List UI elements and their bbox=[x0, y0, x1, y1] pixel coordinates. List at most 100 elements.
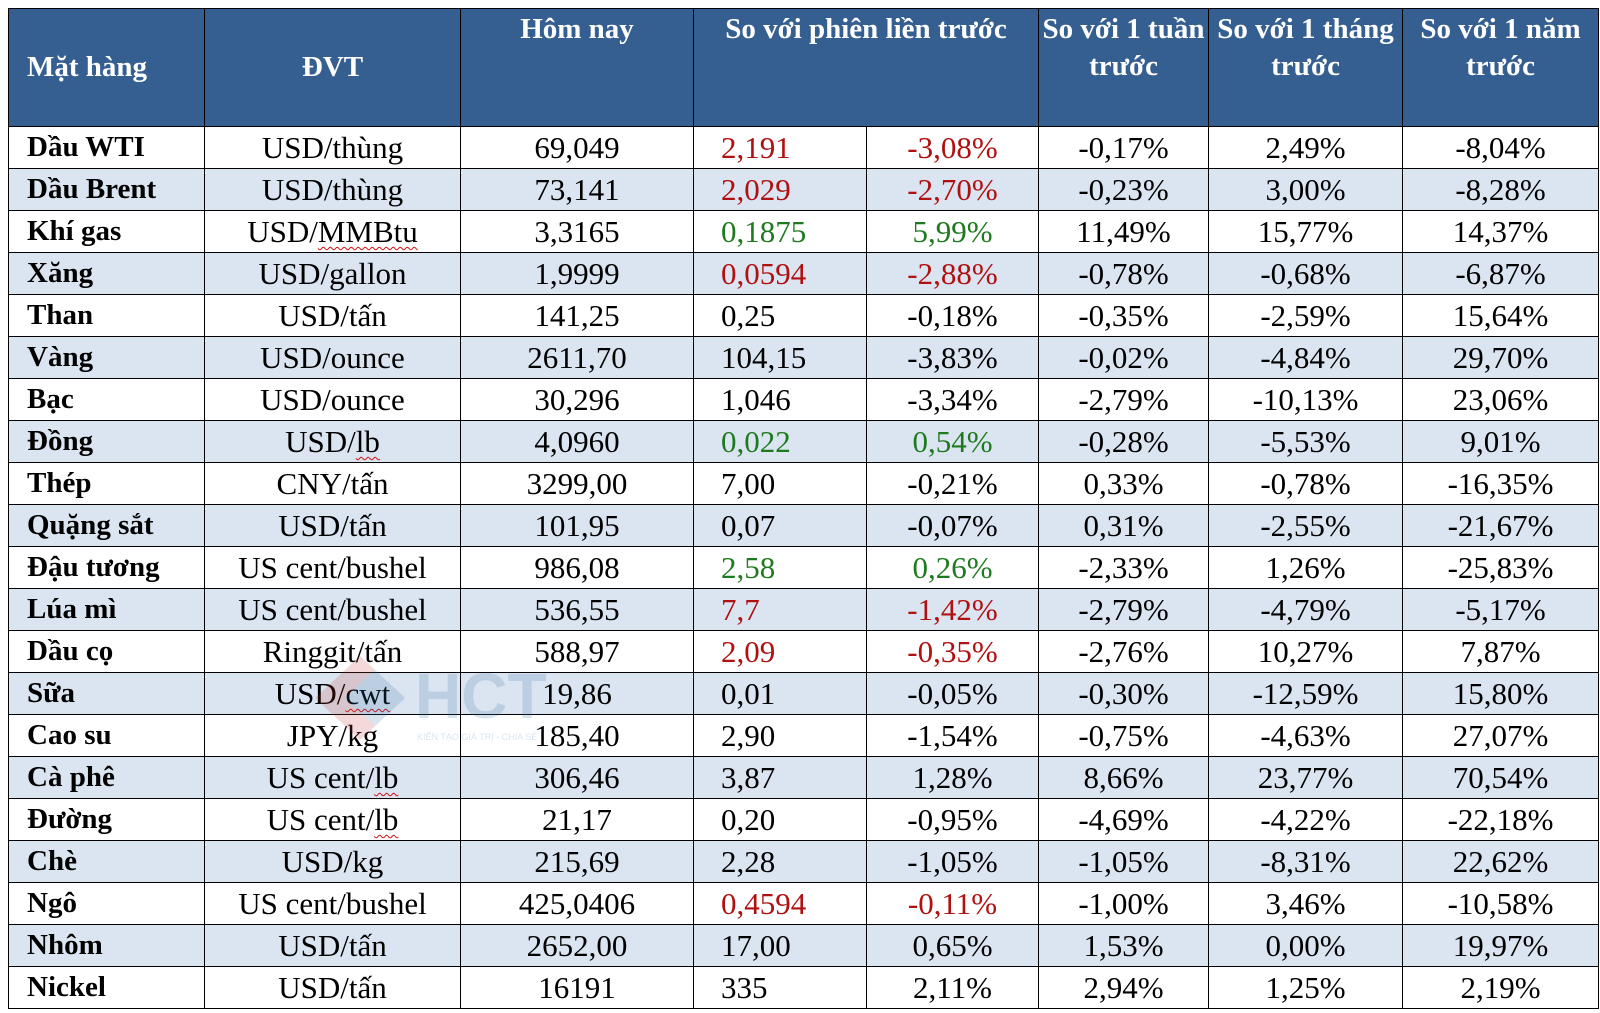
table-row: Cà phê US cent/lb 306,46 3,87 1,28% 8,66% 23,7… bbox=[8, 756, 1600, 799]
unit-cell: US cent/lb bbox=[204, 798, 461, 841]
week-change-cell: 2,94% bbox=[1038, 966, 1210, 1009]
change-value-cell: 0,25 bbox=[693, 294, 867, 337]
unit-cell: CNY/tấn bbox=[204, 462, 461, 505]
table-row: Bạc USD/ounce 30,296 1,046 -3,34% -2,79% -10,1… bbox=[8, 378, 1600, 421]
change-percent-cell: -0,95% bbox=[865, 798, 1040, 841]
table-row: Lúa mì US cent/bushel 536,55 7,7 -1,42% -2,79… bbox=[8, 588, 1600, 631]
year-change-cell: 9,01% bbox=[1402, 420, 1600, 463]
week-change-cell: -0,78% bbox=[1038, 252, 1210, 295]
table-row: Dầu cọ Ringgit/tấn 588,97 2,09 -0,35% -2,76% 1… bbox=[8, 630, 1600, 673]
week-change-cell: -1,05% bbox=[1038, 840, 1210, 883]
today-price-cell: 185,40 bbox=[460, 714, 694, 757]
unit-cell: USD/thùng bbox=[204, 126, 461, 169]
month-change-cell: -4,79% bbox=[1208, 588, 1404, 631]
change-percent-cell: -0,07% bbox=[865, 504, 1040, 547]
week-change-cell: -0,28% bbox=[1038, 420, 1210, 463]
table-row: Cao su JPY/kg 185,40 2,90 -1,54% -0,75% -4,63%… bbox=[8, 714, 1600, 757]
table-row: Thép CNY/tấn 3299,00 7,00 -0,21% 0,33% -0,78% -… bbox=[8, 462, 1600, 505]
commodity-name-cell: Đậu tương bbox=[8, 546, 205, 589]
year-change-cell: 15,64% bbox=[1402, 294, 1600, 337]
commodity-name-cell: Bạc bbox=[8, 378, 205, 421]
today-price-cell: 536,55 bbox=[460, 588, 694, 631]
week-change-cell: -1,00% bbox=[1038, 882, 1210, 925]
month-change-cell: -4,63% bbox=[1208, 714, 1404, 757]
table-row: Nhôm USD/tấn 2652,00 17,00 0,65% 1,53% 0,00% 19… bbox=[8, 924, 1600, 967]
unit-cell: USD/tấn bbox=[204, 966, 461, 1009]
year-change-cell: -22,18% bbox=[1402, 798, 1600, 841]
change-percent-cell: 2,11% bbox=[865, 966, 1040, 1009]
year-change-cell: 23,06% bbox=[1402, 378, 1600, 421]
month-change-cell: -8,31% bbox=[1208, 840, 1404, 883]
week-change-cell: 0,31% bbox=[1038, 504, 1210, 547]
unit-cell: USD/thùng bbox=[204, 168, 461, 211]
today-price-cell: 588,97 bbox=[460, 630, 694, 673]
change-percent-cell: -3,08% bbox=[865, 126, 1040, 169]
change-percent-cell: -2,88% bbox=[865, 252, 1040, 295]
year-change-cell: -5,17% bbox=[1402, 588, 1600, 631]
change-value-cell: 0,07 bbox=[693, 504, 867, 547]
year-change-cell: 70,54% bbox=[1402, 756, 1600, 799]
change-percent-cell: -1,42% bbox=[865, 588, 1040, 631]
change-value-cell: 7,7 bbox=[693, 588, 867, 631]
unit-cell: USD/gallon bbox=[204, 252, 461, 295]
commodity-name-cell: Dầu WTI bbox=[8, 126, 205, 169]
header-vs-prev-session-label: So với phiên liền trước bbox=[725, 13, 1007, 45]
year-change-cell: -21,67% bbox=[1402, 504, 1600, 547]
change-percent-cell: -0,18% bbox=[865, 294, 1040, 337]
today-price-cell: 986,08 bbox=[460, 546, 694, 589]
today-price-cell: 306,46 bbox=[460, 756, 694, 799]
change-value-cell: 0,022 bbox=[693, 420, 867, 463]
week-change-cell: 1,53% bbox=[1038, 924, 1210, 967]
year-change-cell: 29,70% bbox=[1402, 336, 1600, 379]
header-vs-week-label: So với 1 tuần trước bbox=[1042, 13, 1205, 82]
month-change-cell: 10,27% bbox=[1208, 630, 1404, 673]
table-row: Dầu WTI USD/thùng 69,049 2,191 -3,08% -0,17% 2… bbox=[8, 126, 1600, 169]
commodity-name-cell: Nhôm bbox=[8, 924, 205, 967]
unit-cell: USD/tấn bbox=[204, 294, 461, 337]
change-value-cell: 0,01 bbox=[693, 672, 867, 715]
header-vs-prev-session: So với phiên liền trước bbox=[692, 8, 1040, 127]
table-row: Xăng USD/gallon 1,9999 0,0594 -2,88% -0,78% -0… bbox=[8, 252, 1600, 295]
week-change-cell: -2,33% bbox=[1038, 546, 1210, 589]
change-percent-cell: -1,54% bbox=[865, 714, 1040, 757]
table-body: Dầu WTI USD/thùng 69,049 2,191 -3,08% -0,17% 2… bbox=[8, 126, 1600, 1009]
change-percent-cell: 0,54% bbox=[865, 420, 1040, 463]
commodity-table-container: Mặt hàng ĐVT Hôm nay So với phiên liền t… bbox=[8, 8, 1600, 1009]
commodity-name-cell: Thép bbox=[8, 462, 205, 505]
month-change-cell: -2,59% bbox=[1208, 294, 1404, 337]
year-change-cell: -16,35% bbox=[1402, 462, 1600, 505]
commodity-name-cell: Dầu Brent bbox=[8, 168, 205, 211]
unit-cell: USD/cwt bbox=[204, 672, 461, 715]
change-percent-cell: -0,21% bbox=[865, 462, 1040, 505]
week-change-cell: -2,76% bbox=[1038, 630, 1210, 673]
today-price-cell: 215,69 bbox=[460, 840, 694, 883]
week-change-cell: -2,79% bbox=[1038, 588, 1210, 631]
month-change-cell: -12,59% bbox=[1208, 672, 1404, 715]
change-value-cell: 2,58 bbox=[693, 546, 867, 589]
unit-cell: US cent/bushel bbox=[204, 546, 461, 589]
month-change-cell: -0,68% bbox=[1208, 252, 1404, 295]
change-percent-cell: 1,28% bbox=[865, 756, 1040, 799]
week-change-cell: 0,33% bbox=[1038, 462, 1210, 505]
commodity-name-cell: Đồng bbox=[8, 420, 205, 463]
change-percent-cell: -0,11% bbox=[865, 882, 1040, 925]
commodity-name-cell: Quặng sắt bbox=[8, 504, 205, 547]
today-price-cell: 16191 bbox=[460, 966, 694, 1009]
week-change-cell: 8,66% bbox=[1038, 756, 1210, 799]
commodity-name-cell: Cao su bbox=[8, 714, 205, 757]
table-row: Đậu tương US cent/bushel 986,08 2,58 0,26% -2… bbox=[8, 546, 1600, 589]
week-change-cell: -0,30% bbox=[1038, 672, 1210, 715]
year-change-cell: 27,07% bbox=[1402, 714, 1600, 757]
year-change-cell: 19,97% bbox=[1402, 924, 1600, 967]
today-price-cell: 69,049 bbox=[460, 126, 694, 169]
commodity-price-table: Mặt hàng ĐVT Hôm nay So với phiên liền t… bbox=[8, 8, 1600, 1009]
week-change-cell: -0,23% bbox=[1038, 168, 1210, 211]
header-vs-year-label: So với 1 năm trước bbox=[1420, 13, 1581, 82]
change-value-cell: 7,00 bbox=[693, 462, 867, 505]
year-change-cell: 15,80% bbox=[1402, 672, 1600, 715]
commodity-name-cell: Xăng bbox=[8, 252, 205, 295]
header-row: Mặt hàng ĐVT Hôm nay So với phiên liền t… bbox=[8, 8, 1600, 127]
change-percent-cell: -3,34% bbox=[865, 378, 1040, 421]
month-change-cell: -4,84% bbox=[1208, 336, 1404, 379]
year-change-cell: 2,19% bbox=[1402, 966, 1600, 1009]
